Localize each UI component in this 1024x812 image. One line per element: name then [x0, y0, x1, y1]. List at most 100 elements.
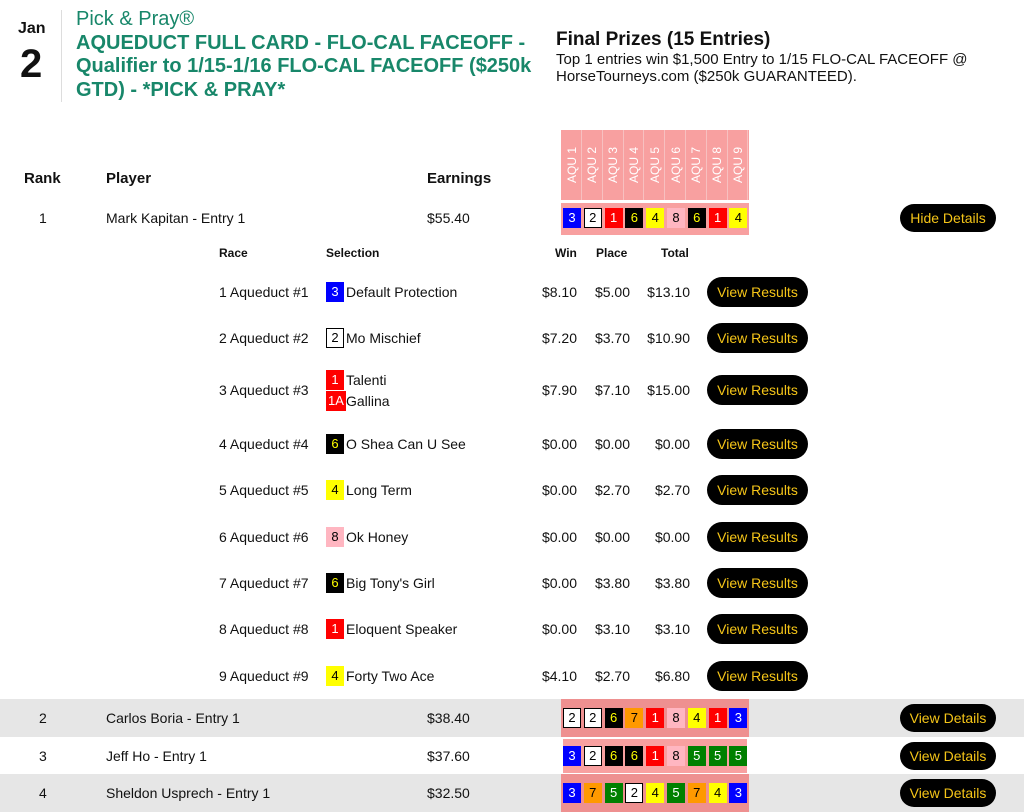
player-name[interactable]: Carlos Boria - Entry 1 [106, 710, 240, 726]
player-name[interactable]: Sheldon Usprech - Entry 1 [106, 785, 271, 801]
saddle-cloth-chip: 1 [708, 708, 727, 728]
saddle-cloth-chip: 8 [667, 708, 685, 728]
horse-name: Forty Two Ace [346, 668, 435, 684]
payout-total: $3.80 [654, 575, 690, 591]
detail-header-place: Place [596, 246, 628, 260]
horse-name: Default Protection [346, 284, 458, 300]
payout-win: $4.10 [541, 668, 577, 684]
payout-total: $15.00 [647, 382, 690, 398]
view-results-button[interactable]: View Results [707, 522, 808, 552]
saddle-cloth-chip: 5 [687, 746, 706, 766]
race-header-label: AQU 2 [585, 146, 600, 184]
payout-place: $0.00 [594, 436, 630, 452]
saddle-cloth-chip: 4 [326, 480, 344, 500]
race-name: 3 Aqueduct #3 [219, 382, 309, 398]
race-name: 2 Aqueduct #2 [219, 330, 309, 346]
race-header: AQU 9 [728, 130, 749, 200]
saddle-cloth-chip: 2 [563, 708, 581, 728]
player-header: Player [106, 170, 152, 187]
tournament-title: Pick & Pray® AQUEDUCT FULL CARD - FLO-CA… [76, 8, 546, 102]
race-header: AQU 8 [707, 130, 728, 200]
saddle-cloth-chip: 6 [604, 746, 623, 766]
saddle-cloth-chip: 1 [604, 208, 623, 228]
saddle-cloth-chip: 4 [646, 783, 665, 803]
earnings: $32.50 [427, 785, 470, 801]
earnings-header: Earnings [427, 170, 492, 187]
details-toggle-button[interactable]: Hide Details [900, 204, 996, 232]
payout-win: $8.10 [541, 284, 577, 300]
saddle-cloth-chip: 5 [604, 783, 623, 803]
payout-win: $7.90 [541, 382, 577, 398]
view-results-button[interactable]: View Results [707, 568, 808, 598]
race-header: AQU 3 [603, 130, 624, 200]
race-header: AQU 6 [666, 130, 686, 200]
row-background [0, 737, 1024, 775]
view-results-button[interactable]: View Results [707, 323, 808, 353]
row-background [0, 699, 1024, 737]
payout-place: $3.10 [594, 621, 630, 637]
saddle-cloth-chip: 6 [326, 573, 344, 593]
payout-win: $7.20 [541, 330, 577, 346]
saddle-cloth-chip: 3 [563, 208, 581, 228]
details-toggle-button[interactable]: View Details [900, 779, 996, 807]
saddle-cloth-chip: 7 [583, 783, 602, 803]
detail-header-win: Win [555, 246, 577, 260]
saddle-cloth-chip: 8 [667, 208, 685, 228]
payout-total: $6.80 [654, 668, 690, 684]
saddle-cloth-chip: 6 [687, 208, 706, 228]
view-results-button[interactable]: View Results [707, 614, 808, 644]
rank-header: Rank [24, 170, 61, 187]
payout-total: $10.90 [647, 330, 690, 346]
prizes-heading: Final Prizes (15 Entries) [556, 29, 771, 50]
rank: 1 [39, 210, 47, 226]
race-name: 4 Aqueduct #4 [219, 436, 309, 452]
rank: 3 [39, 748, 47, 764]
saddle-cloth-chip: 4 [646, 208, 665, 228]
payout-win: $0.00 [541, 575, 577, 591]
race-header-label: AQU 6 [668, 146, 683, 184]
rank: 4 [39, 785, 47, 801]
saddle-cloth-chip: 3 [729, 783, 748, 803]
payout-place: $7.10 [594, 382, 630, 398]
race-header-label: AQU 5 [647, 146, 662, 184]
saddle-cloth-chip: 2 [583, 208, 602, 228]
saddle-cloth-chip: 1A [326, 390, 346, 411]
brand-name: Pick & Pray® [76, 8, 195, 30]
prizes-description: Top 1 entries win $1,500 Entry to 1/15 F… [556, 51, 968, 85]
race-name: 5 Aqueduct #5 [219, 482, 309, 498]
view-results-button[interactable]: View Results [707, 475, 808, 505]
race-name: 7 Aqueduct #7 [219, 575, 309, 591]
race-name: 6 Aqueduct #6 [219, 529, 309, 545]
payout-place: $3.70 [594, 330, 630, 346]
earnings: $55.40 [427, 210, 470, 226]
payout-win: $0.00 [541, 529, 577, 545]
detail-header-total: Total [661, 246, 689, 260]
saddle-cloth-chip: 2 [583, 708, 602, 728]
horse-name: Ok Honey [346, 529, 409, 545]
horse-name: Mo Mischief [346, 330, 421, 346]
race-header-label: AQU 4 [626, 146, 641, 184]
view-results-button[interactable]: View Results [707, 277, 808, 307]
saddle-cloth-chip: 2 [583, 746, 602, 766]
payout-win: $0.00 [541, 436, 577, 452]
saddle-cloth-chip: 5 [729, 746, 748, 766]
race-header-label: AQU 7 [689, 146, 704, 184]
player-name[interactable]: Jeff Ho - Entry 1 [106, 748, 207, 764]
saddle-cloth-chip: 2 [625, 783, 644, 803]
player-name[interactable]: Mark Kapitan - Entry 1 [106, 210, 246, 226]
saddle-cloth-chip: 1 [646, 708, 665, 728]
divider [561, 200, 749, 203]
details-toggle-button[interactable]: View Details [900, 704, 996, 732]
view-results-button[interactable]: View Results [707, 429, 808, 459]
saddle-cloth-chip: 3 [326, 282, 344, 302]
details-toggle-button[interactable]: View Details [900, 742, 996, 770]
date-day: 2 [20, 42, 43, 86]
view-results-button[interactable]: View Results [707, 661, 808, 691]
payout-win: $0.00 [541, 482, 577, 498]
view-results-button[interactable]: View Results [707, 375, 808, 405]
horse-name: Eloquent Speaker [346, 621, 458, 637]
race-name: 8 Aqueduct #8 [219, 621, 309, 637]
payout-place: $5.00 [594, 284, 630, 300]
saddle-cloth-chip: 6 [625, 746, 644, 766]
saddle-cloth-chip: 5 [667, 783, 685, 803]
